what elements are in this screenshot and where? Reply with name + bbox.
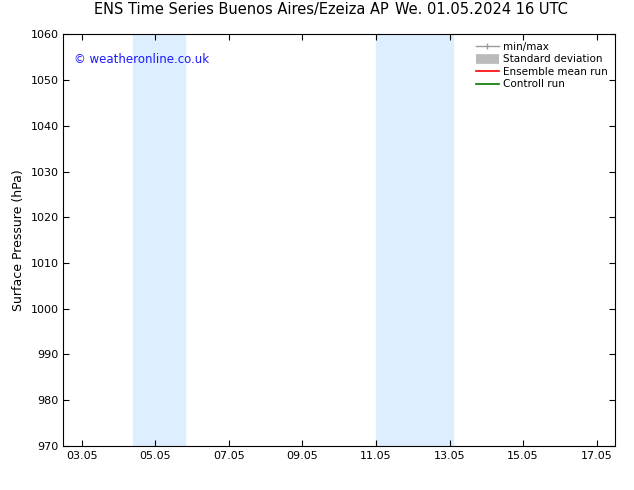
Legend: min/max, Standard deviation, Ensemble mean run, Controll run: min/max, Standard deviation, Ensemble me… [472, 37, 612, 94]
Bar [133, 34, 184, 446]
Text: © weatheronline.co.uk: © weatheronline.co.uk [74, 53, 210, 66]
Bar [376, 34, 453, 446]
Y-axis label: Surface Pressure (hPa): Surface Pressure (hPa) [12, 169, 25, 311]
Text: ENS Time Series Buenos Aires/Ezeiza AP: ENS Time Series Buenos Aires/Ezeiza AP [94, 2, 388, 17]
Text: We. 01.05.2024 16 UTC: We. 01.05.2024 16 UTC [396, 2, 568, 17]
